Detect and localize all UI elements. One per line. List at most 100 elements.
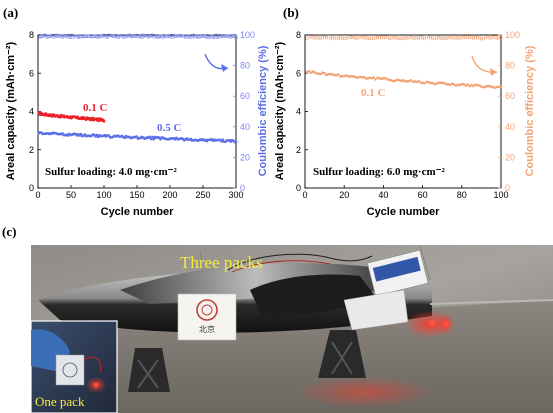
y2-tick-label: 100 <box>505 30 520 40</box>
coulombic-efficiency-point <box>315 36 319 39</box>
capacity-point <box>81 134 84 138</box>
capacity-point <box>378 77 381 80</box>
capacity-point <box>234 140 238 144</box>
capacity-point <box>474 83 477 86</box>
capacity-point <box>59 116 62 119</box>
y-tick-label: 8 <box>296 30 301 40</box>
capacity-point <box>83 133 87 136</box>
series-label-0.5c: 0.5 C <box>157 122 182 134</box>
capacity-point <box>431 81 434 85</box>
coulombic-efficiency-point <box>309 35 313 39</box>
coulombic-efficiency-point <box>234 35 238 39</box>
capacity-point <box>456 83 460 86</box>
capacity-point <box>62 114 65 117</box>
panel-b-label: (b) <box>283 5 299 20</box>
y-tick-label: 6 <box>296 68 301 78</box>
capacity-point <box>337 73 340 76</box>
capacity-point <box>444 83 448 86</box>
capacity-point <box>368 76 371 80</box>
capacity-point <box>309 71 313 74</box>
capacity-point <box>460 82 463 86</box>
coulombic-efficiency-point <box>468 35 472 39</box>
capacity-point <box>208 138 211 141</box>
capacity-point <box>226 139 230 142</box>
coulombic-efficiency-point <box>425 35 428 39</box>
capacity-point <box>403 79 407 83</box>
capacity-point <box>495 85 499 89</box>
capacity-point <box>119 135 122 138</box>
capacity-point <box>144 136 148 140</box>
capacity-point <box>466 83 469 86</box>
coulombic-efficiency-point <box>438 36 442 40</box>
coulombic-efficiency-point <box>495 37 499 40</box>
capacity-point <box>407 79 411 83</box>
capacity-point <box>79 132 83 136</box>
capacity-point <box>421 81 424 85</box>
coulombic-efficiency-point <box>387 36 391 40</box>
x-tick-label: 300 <box>228 190 243 200</box>
capacity-point <box>344 74 348 77</box>
coulombic-efficiency-point <box>479 37 483 41</box>
capacity-point <box>413 80 416 83</box>
coulombic-efficiency-point <box>389 36 393 40</box>
capacity-point <box>448 83 452 87</box>
capacity-point <box>327 73 330 76</box>
capacity-point <box>352 75 356 78</box>
capacity-point <box>183 139 186 142</box>
capacity-point <box>181 137 185 141</box>
capacity-point <box>376 76 379 79</box>
capacity-point <box>132 135 136 139</box>
capacity-point <box>395 78 399 82</box>
capacity-point <box>102 134 105 138</box>
capacity-point <box>417 79 420 83</box>
chart-a-ylabel: Areal capacity (mAh·cm⁻²) <box>5 41 17 180</box>
capacity-point <box>313 71 316 74</box>
capacity-point <box>205 139 209 143</box>
capacity-point <box>335 74 338 77</box>
capacity-point <box>86 134 89 138</box>
capacity-point <box>97 135 100 138</box>
coulombic-efficiency-point <box>474 36 477 39</box>
capacity-point <box>131 136 134 139</box>
y2-tick-label: 20 <box>505 152 515 162</box>
x-tick-label: 20 <box>339 190 349 200</box>
capacity-point <box>423 82 426 85</box>
capacity-point <box>38 131 42 134</box>
y2-tick-label: 0 <box>240 183 245 193</box>
capacity-point <box>364 77 367 80</box>
coulombic-efficiency-point <box>346 35 350 39</box>
capacity-point <box>85 135 88 138</box>
capacity-point <box>230 138 234 142</box>
chart-a-xlabel: Cycle number <box>101 206 174 218</box>
capacity-point <box>167 138 170 141</box>
y2-tick-label: 60 <box>505 91 515 101</box>
coulombic-efficiency-point <box>485 36 489 40</box>
capacity-point <box>94 117 98 120</box>
coulombic-efficiency-point <box>372 36 376 40</box>
coulombic-efficiency-point <box>329 36 332 40</box>
capacity-point <box>70 133 73 136</box>
capacity-point <box>374 78 377 81</box>
panel-a-label: (a) <box>3 5 18 20</box>
capacity-point <box>470 83 473 87</box>
capacity-point <box>157 136 161 139</box>
coulombic-efficiency-point <box>378 36 381 40</box>
coulombic-efficiency-point <box>336 36 340 40</box>
capacity-point <box>401 79 405 82</box>
inset-pouch-cell <box>55 354 85 386</box>
capacity-point <box>360 76 364 79</box>
y2-tick-label: 80 <box>505 61 515 71</box>
capacity-point <box>315 72 318 75</box>
capacity-point <box>88 118 92 122</box>
capacity-point <box>90 118 94 121</box>
capacity-point <box>331 73 334 76</box>
coulombic-efficiency-point <box>321 35 325 39</box>
capacity-point <box>116 134 120 137</box>
capacity-point <box>46 132 50 135</box>
capacity-point <box>213 138 217 142</box>
capacity-point <box>95 133 99 137</box>
coulombic-efficiency-point <box>456 36 460 40</box>
capacity-point <box>201 138 205 141</box>
capacity-point <box>156 136 160 139</box>
capacity-point <box>220 140 223 143</box>
